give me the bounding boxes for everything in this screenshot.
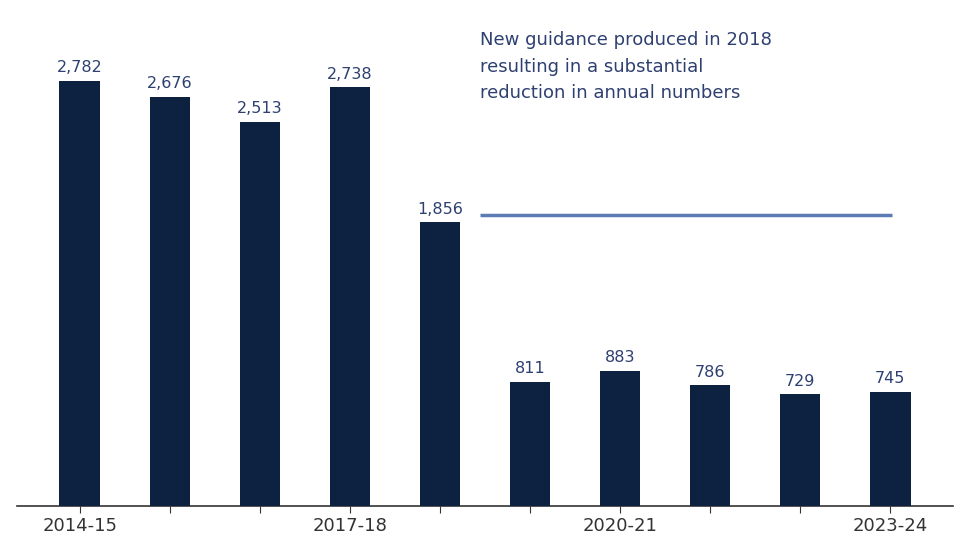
Bar xyxy=(869,392,910,506)
Text: 729: 729 xyxy=(784,374,815,389)
Text: New guidance produced in 2018
resulting in a substantial
reduction in annual num: New guidance produced in 2018 resulting … xyxy=(480,31,771,102)
Bar xyxy=(239,121,280,506)
Text: 883: 883 xyxy=(605,351,635,365)
Text: 2,513: 2,513 xyxy=(236,101,282,116)
Bar xyxy=(59,81,100,506)
Bar xyxy=(599,370,640,506)
Text: 2,738: 2,738 xyxy=(327,67,372,82)
Text: 811: 811 xyxy=(515,362,545,376)
Text: 2,676: 2,676 xyxy=(147,76,193,92)
Bar xyxy=(779,394,820,506)
Bar xyxy=(510,381,549,506)
Text: 786: 786 xyxy=(694,365,725,380)
Text: 745: 745 xyxy=(874,371,904,386)
Bar xyxy=(420,222,459,506)
Bar xyxy=(149,97,190,506)
Text: 2,782: 2,782 xyxy=(57,60,103,75)
Bar xyxy=(689,385,730,506)
Text: 1,856: 1,856 xyxy=(417,201,462,216)
Bar xyxy=(329,87,370,506)
